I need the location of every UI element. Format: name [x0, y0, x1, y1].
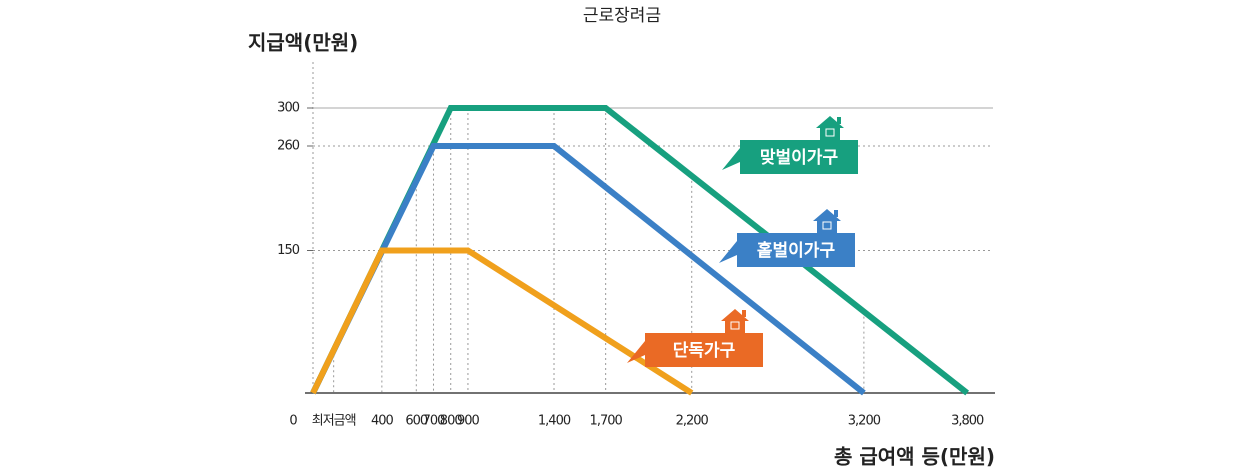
house-window — [825, 128, 835, 137]
legend-box — [740, 140, 858, 174]
house-chimney — [742, 310, 746, 317]
house-chimney — [837, 117, 841, 124]
x-tick-label: 3,800 — [951, 414, 984, 429]
legend-box — [737, 233, 855, 267]
chart-title: 근로장려금 — [583, 6, 661, 26]
x-tick-label: 400 — [371, 414, 394, 429]
x-axis-label: 총 급여액 등(만원) — [834, 445, 995, 469]
house-window — [822, 221, 832, 230]
legend-pointer — [627, 341, 645, 363]
x-tick-label: 900 — [457, 414, 480, 429]
house-window — [730, 321, 740, 330]
legend-pointer — [722, 148, 740, 170]
x-tick-label: 2,200 — [676, 414, 709, 429]
x-tick-label: 3,200 — [848, 414, 881, 429]
x-tick-label: 1,700 — [590, 414, 623, 429]
legend-box — [645, 333, 763, 367]
y-tick-label: 260 — [277, 139, 300, 154]
legend-label: 맞벌이가구 — [760, 148, 839, 168]
x-tick-label: 1,400 — [538, 414, 571, 429]
x-tick-label: 600 — [405, 414, 428, 429]
y-tick-label: 300 — [277, 101, 300, 116]
y-tick-label: 150 — [277, 243, 300, 258]
legend-label: 단독가구 — [673, 341, 736, 361]
legend-label: 홑벌이가구 — [757, 240, 836, 261]
x-tick-label: 800 — [440, 414, 463, 429]
legend-pointer — [719, 241, 737, 263]
x-tick-label: 700 — [423, 414, 446, 429]
y-axis-label: 지급액(만원) — [248, 31, 358, 55]
x-tick-label: 0 — [289, 414, 297, 429]
x-tick-label: 최저금액 — [312, 414, 356, 429]
series-line — [310, 247, 694, 396]
series-line — [310, 143, 866, 396]
house-chimney — [834, 210, 838, 217]
